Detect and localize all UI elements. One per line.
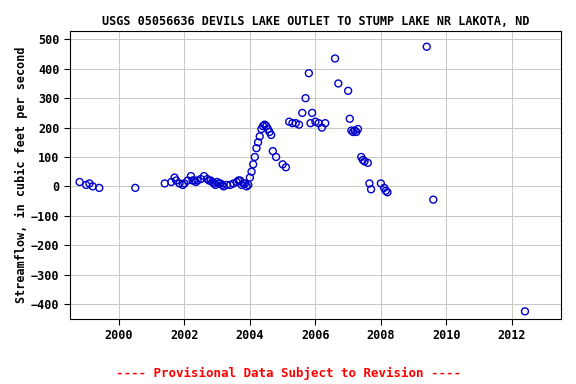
Point [278,161,287,167]
Point [213,179,222,185]
Point [360,158,369,164]
Point [357,154,366,160]
Point [345,116,354,122]
Point [252,145,261,151]
Point [166,179,176,185]
Point [311,119,320,125]
Point [281,164,290,170]
Point [226,182,235,188]
Y-axis label: Streamflow, in cubic feet per second: Streamflow, in cubic feet per second [15,46,28,303]
Point [188,177,197,184]
Point [376,180,385,187]
Point [172,177,181,184]
Point [350,127,359,134]
Point [240,180,249,187]
Point [255,133,264,139]
Point [199,173,209,179]
Point [222,182,232,188]
Point [260,122,269,128]
Point [250,154,259,160]
Point [207,179,217,185]
Point [245,174,255,180]
Point [365,180,374,187]
Point [348,129,358,135]
Point [259,123,268,129]
Point [190,177,199,184]
Point [232,179,241,185]
Point [229,180,238,187]
Point [294,122,304,128]
Point [288,120,297,126]
Point [347,127,356,134]
Point [75,179,84,185]
Point [219,183,228,189]
Point [520,308,529,314]
Point [206,177,215,184]
Point [160,180,169,187]
Point [178,182,187,188]
Point [216,180,225,187]
Point [253,139,263,146]
Point [131,185,140,191]
Point [308,110,317,116]
Point [257,126,266,132]
Point [218,182,227,188]
Point [301,95,310,101]
Point [209,180,218,187]
Point [363,160,373,166]
Point [196,176,206,182]
Point [191,179,200,185]
Point [204,177,214,184]
Point [291,120,300,126]
Point [211,182,220,188]
Point [285,119,294,125]
Point [383,189,392,195]
Point [249,161,258,167]
Point [193,177,202,184]
Point [94,185,104,191]
Point [203,176,212,182]
Point [334,80,343,86]
Point [214,180,223,187]
Point [331,55,340,61]
Point [352,129,361,135]
Point [234,177,243,184]
Point [429,197,438,203]
Point [321,120,330,126]
Point [265,129,274,135]
Point [314,120,323,126]
Point [422,44,431,50]
Point [238,180,248,187]
Point [271,154,281,160]
Point [268,148,278,154]
Point [237,182,247,188]
Point [242,183,251,189]
Point [88,183,97,189]
Point [187,173,196,179]
Point [85,180,94,187]
Point [180,180,189,187]
Point [262,123,271,129]
Point [236,177,245,184]
Point [170,174,179,180]
Point [244,182,253,188]
Title: USGS 05056636 DEVILS LAKE OUTLET TO STUMP LAKE NR LAKOTA, ND: USGS 05056636 DEVILS LAKE OUTLET TO STUM… [101,15,529,28]
Point [175,180,184,187]
Point [183,177,192,184]
Point [247,169,256,175]
Point [380,185,389,191]
Point [353,126,362,132]
Point [343,88,353,94]
Point [358,157,367,163]
Point [317,124,327,131]
Point [82,182,91,188]
Point [267,132,276,138]
Text: ---- Provisional Data Subject to Revision ----: ---- Provisional Data Subject to Revisio… [116,367,460,380]
Point [381,188,391,194]
Point [366,186,376,192]
Point [304,70,313,76]
Point [306,120,315,126]
Point [263,126,272,132]
Point [298,110,307,116]
